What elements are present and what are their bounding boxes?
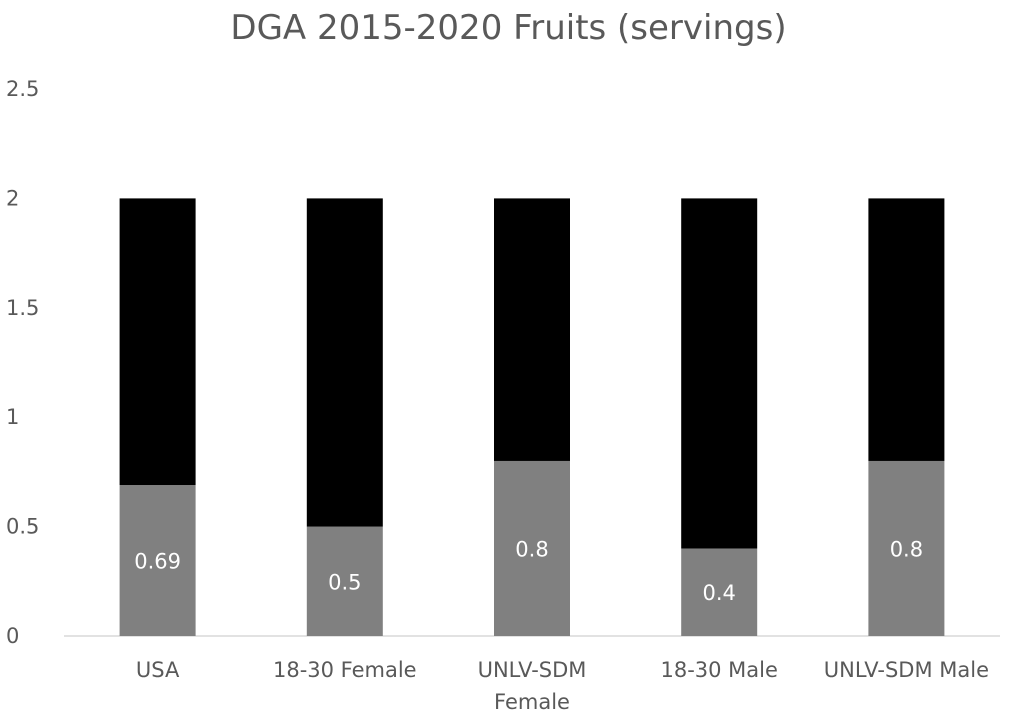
y-tick-label: 0 [6, 624, 19, 648]
data-label: 0.69 [134, 550, 181, 574]
y-tick-label: 0.5 [6, 515, 39, 539]
data-label: 0.4 [702, 581, 735, 605]
bar-segment-intake [868, 460, 945, 636]
data-label: 0.8 [890, 537, 923, 561]
bar-segment-intake [306, 526, 383, 636]
x-category-label: USA [136, 658, 180, 682]
x-category-label: 18-30 Female [273, 658, 417, 682]
bar-segment-remaining [119, 198, 196, 486]
bar-segment-intake [681, 548, 758, 636]
bar-segment-intake [119, 485, 196, 636]
bar-segment-remaining [681, 198, 758, 549]
y-tick-label: 1.5 [6, 296, 39, 320]
x-category-label: UNLV-SDM Male [824, 658, 989, 682]
x-category-label: 18-30 Male [660, 658, 777, 682]
bar-segment-intake [494, 460, 570, 636]
x-category-label: UNLV-SDM [478, 658, 587, 682]
bar-segment-remaining [868, 198, 945, 461]
chart-title: DGA 2015-2020 Fruits (servings) [230, 8, 787, 48]
bar-segment-remaining [494, 198, 570, 461]
bar-segment-remaining [306, 198, 383, 527]
y-tick-label: 2 [6, 186, 19, 210]
data-label: 0.5 [328, 570, 361, 594]
x-category-label: Female [494, 690, 570, 714]
data-label: 0.8 [515, 537, 548, 561]
y-tick-label: 2.5 [6, 77, 39, 101]
y-tick-label: 1 [6, 405, 19, 429]
